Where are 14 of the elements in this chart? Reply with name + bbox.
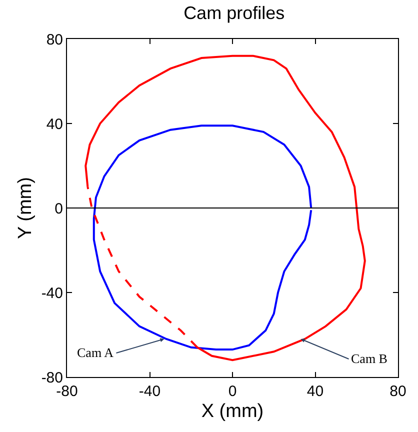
y-tick-label: -80	[41, 369, 63, 386]
annotation: Cam B	[351, 351, 388, 366]
x-tick-label: 40	[306, 383, 324, 400]
x-tick-label: 0	[228, 383, 237, 400]
y-tick-label: 80	[46, 31, 63, 48]
annotation: Cam A	[77, 345, 114, 360]
x-axis-title: X (mm)	[201, 400, 264, 422]
chart-title: Cam profiles	[184, 3, 285, 24]
y-tick-label: 0	[54, 200, 63, 218]
y-tick-label: 40	[46, 116, 63, 133]
y-tick-label: -40	[41, 284, 63, 302]
x-tick-label: -40	[138, 383, 161, 400]
y-axis-title: Y (mm)	[15, 177, 36, 239]
x-tick-label: 80	[390, 383, 406, 400]
